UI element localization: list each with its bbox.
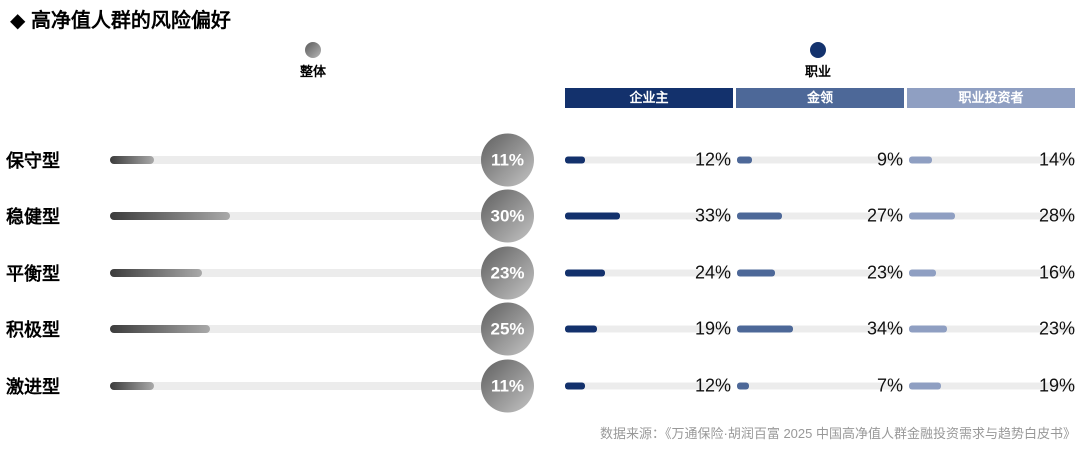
row-label: 保守型 — [6, 151, 60, 171]
overall-legend-dot-icon — [305, 42, 321, 58]
occupation-bar-group: 12% — [565, 373, 731, 399]
overall-bar-fill — [110, 325, 210, 333]
overall-bar-fill — [110, 212, 230, 220]
occupation-bar-group: 19% — [565, 316, 731, 342]
overall-value-badge: 30% — [481, 189, 534, 243]
overall-bar-track — [110, 382, 510, 390]
mini-bar-track — [565, 212, 731, 220]
overall-bar-track — [110, 269, 510, 277]
mini-bar-fill — [565, 269, 605, 277]
mini-bar-track — [909, 382, 1075, 390]
mini-bar-fill — [737, 382, 749, 390]
mini-bar-track — [565, 156, 731, 164]
overall-bar-track — [110, 156, 510, 164]
mini-bar-track — [909, 156, 1075, 164]
occupation-legend-label: 职业 — [804, 64, 831, 79]
mini-bar-track — [909, 212, 1075, 220]
overall-bar-fill — [110, 156, 154, 164]
mini-bar-track — [565, 269, 731, 277]
overall-bar-fill — [110, 382, 154, 390]
mini-bar-track — [565, 382, 731, 390]
row-label: 平衡型 — [6, 264, 60, 284]
occupation-bar-group: 14% — [909, 147, 1075, 173]
occupation-bar-group: 28% — [909, 203, 1075, 229]
overall-bar-track — [110, 212, 510, 220]
overall-bar-track — [110, 325, 510, 333]
overall-value-badge: 11% — [481, 359, 534, 413]
occupation-bar-group: 33% — [565, 203, 731, 229]
column-headers: 企业主 金领 职业投资者 — [565, 88, 1075, 108]
table-row: 保守型 11% 12% 9% 14% — [0, 133, 1080, 187]
mini-bar-value: 19% — [1038, 375, 1075, 396]
mini-bar-track — [909, 325, 1075, 333]
row-label: 稳健型 — [6, 207, 60, 227]
table-row: 稳健型 30% 33% 27% 28% — [0, 189, 1080, 243]
overall-value-badge: 23% — [481, 246, 534, 300]
mini-bar-fill — [565, 156, 585, 164]
mini-bar-fill — [737, 156, 752, 164]
column-header-gold-collar: 金领 — [736, 88, 904, 108]
mini-bar-fill — [909, 269, 936, 277]
table-row: 积极型 25% 19% 34% 23% — [0, 302, 1080, 356]
mini-bar-track — [737, 212, 903, 220]
overall-value-badge: 11% — [481, 133, 534, 187]
mini-bar-value: 19% — [694, 318, 731, 339]
page-title: ◆ 高净值人群的风险偏好 — [10, 10, 231, 32]
mini-bar-fill — [909, 156, 933, 164]
mini-bar-track — [737, 325, 903, 333]
occupation-bar-group: 7% — [737, 373, 903, 399]
overall-legend-label: 整体 — [299, 64, 326, 79]
occupation-bar-group: 34% — [737, 316, 903, 342]
mini-bar-track — [737, 156, 903, 164]
mini-bar-fill — [737, 269, 776, 277]
mini-bar-value: 27% — [866, 205, 903, 226]
mini-bar-value: 34% — [866, 318, 903, 339]
mini-bar-fill — [565, 212, 620, 220]
mini-bar-value: 23% — [866, 262, 903, 283]
occupation-bar-group: 24% — [565, 260, 731, 286]
mini-bar-value: 33% — [694, 205, 731, 226]
mini-bar-track — [565, 325, 731, 333]
mini-bar-value: 12% — [694, 149, 731, 170]
mini-bar-track — [737, 382, 903, 390]
column-header-business-owner: 企业主 — [565, 88, 733, 108]
mini-bar-value: 24% — [694, 262, 731, 283]
mini-bar-value: 28% — [1038, 205, 1075, 226]
mini-bar-value: 16% — [1038, 262, 1075, 283]
source-note: 数据来源：《万通保险·胡润百富 2025 中国高净值人群金融投资需求与趋势白皮书… — [600, 426, 1076, 441]
mini-bar-value: 7% — [876, 375, 903, 396]
mini-bar-fill — [909, 325, 948, 333]
overall-bar-fill — [110, 269, 202, 277]
mini-bar-track — [737, 269, 903, 277]
occupation-bar-group: 12% — [565, 147, 731, 173]
mini-bar-fill — [909, 212, 956, 220]
mini-bar-fill — [737, 325, 794, 333]
occupation-bar-group: 16% — [909, 260, 1075, 286]
occupation-bar-group: 23% — [909, 316, 1075, 342]
mini-bar-fill — [909, 382, 941, 390]
row-label: 激进型 — [6, 377, 60, 397]
occupation-bar-group: 9% — [737, 147, 903, 173]
mini-bar-value: 12% — [694, 375, 731, 396]
mini-bar-value: 9% — [876, 149, 903, 170]
mini-bar-value: 23% — [1038, 318, 1075, 339]
occupation-bar-group: 19% — [909, 373, 1075, 399]
occupation-legend: 职业 — [758, 42, 878, 80]
mini-bar-fill — [565, 325, 597, 333]
mini-bar-fill — [565, 382, 585, 390]
overall-value-badge: 25% — [481, 302, 534, 356]
overall-legend: 整体 — [253, 42, 373, 80]
mini-bar-value: 14% — [1038, 149, 1075, 170]
occupation-bar-group: 23% — [737, 260, 903, 286]
occupation-bar-group: 27% — [737, 203, 903, 229]
mini-bar-track — [909, 269, 1075, 277]
row-label: 积极型 — [6, 320, 60, 340]
table-row: 激进型 11% 12% 7% 19% — [0, 359, 1080, 413]
mini-bar-fill — [737, 212, 782, 220]
occupation-legend-dot-icon — [810, 42, 826, 58]
table-row: 平衡型 23% 24% 23% 16% — [0, 246, 1080, 300]
column-header-professional-investor: 职业投资者 — [907, 88, 1075, 108]
